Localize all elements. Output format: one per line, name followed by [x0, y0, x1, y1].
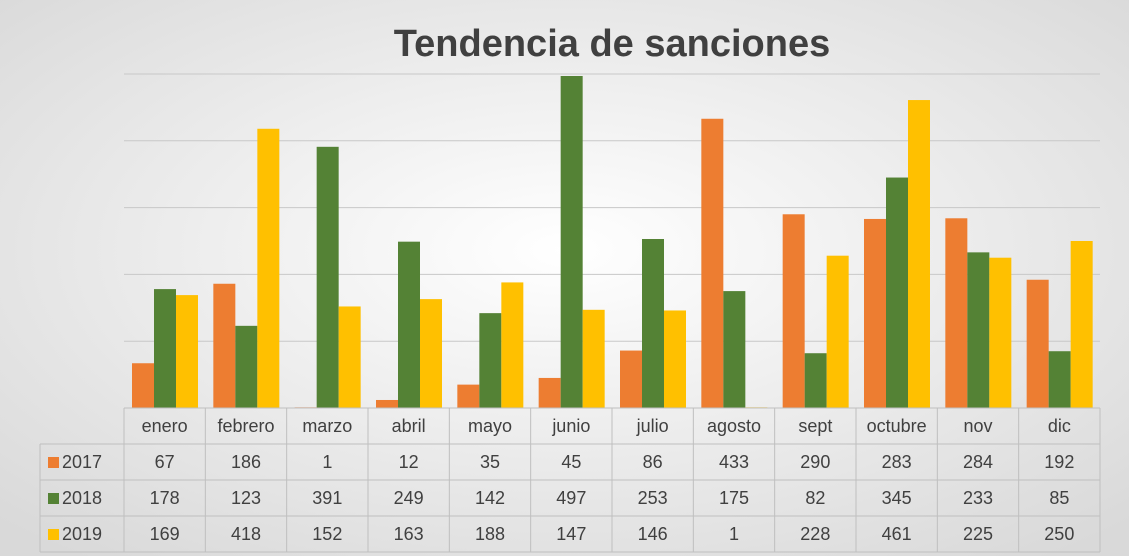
table-value: 188	[475, 524, 505, 544]
bar	[501, 282, 524, 408]
bar	[967, 252, 990, 408]
bar	[723, 291, 746, 408]
bar	[132, 363, 154, 408]
bar	[560, 76, 583, 408]
bar	[989, 257, 1012, 408]
bar	[376, 399, 398, 408]
legend-label: 2017	[62, 452, 102, 472]
bar	[538, 377, 561, 408]
x-tick-label: agosto	[707, 416, 761, 436]
table-value: 1	[729, 524, 739, 544]
x-tick-label: sept	[798, 416, 832, 436]
table-value: 192	[1044, 452, 1074, 472]
table-value: 391	[312, 488, 342, 508]
bar	[1048, 351, 1071, 408]
table-value: 249	[394, 488, 424, 508]
table-value: 178	[150, 488, 180, 508]
bar	[826, 255, 849, 408]
bar	[701, 118, 724, 409]
bar	[479, 313, 502, 408]
table-value: 186	[231, 452, 261, 472]
x-tick-label: abril	[392, 416, 426, 436]
bar	[457, 384, 480, 408]
bar	[1026, 279, 1049, 408]
bar	[213, 283, 236, 408]
table-value: 169	[150, 524, 180, 544]
table-value: 86	[643, 452, 663, 472]
bar	[886, 177, 908, 408]
table-value: 163	[394, 524, 424, 544]
table-value: 147	[556, 524, 586, 544]
table-value: 35	[480, 452, 500, 472]
x-tick-label: julio	[636, 416, 669, 436]
table-value: 85	[1049, 488, 1069, 508]
table-value: 253	[638, 488, 668, 508]
table-value: 290	[800, 452, 830, 472]
bar	[804, 353, 827, 408]
legend-label: 2019	[62, 524, 102, 544]
x-tick-label: febrero	[217, 416, 274, 436]
bar	[864, 218, 886, 408]
x-tick-label: marzo	[302, 416, 352, 436]
table-value: 82	[805, 488, 825, 508]
bar	[908, 100, 930, 408]
bar	[620, 350, 642, 408]
chart-title: Tendencia de sanciones	[394, 23, 830, 65]
bar	[582, 309, 605, 408]
table-value: 228	[800, 524, 830, 544]
table-value: 12	[399, 452, 419, 472]
bar	[235, 325, 258, 408]
bar	[420, 299, 442, 408]
x-tick-label: nov	[963, 416, 992, 436]
x-tick-label: enero	[142, 416, 188, 436]
bar	[338, 306, 361, 408]
bar	[782, 214, 805, 408]
table-value: 225	[963, 524, 993, 544]
legend-key	[48, 529, 59, 540]
bar	[945, 218, 968, 408]
table-value: 250	[1044, 524, 1074, 544]
bar	[1070, 241, 1093, 408]
bar	[257, 128, 280, 408]
table-value: 142	[475, 488, 505, 508]
table-value: 461	[882, 524, 912, 544]
table-value: 418	[231, 524, 261, 544]
table-value: 67	[155, 452, 175, 472]
bar	[154, 289, 176, 408]
table-value: 175	[719, 488, 749, 508]
bar	[316, 146, 339, 408]
x-tick-label: junio	[551, 416, 590, 436]
table-value: 283	[882, 452, 912, 472]
legend-key	[48, 493, 59, 504]
legend-key	[48, 457, 59, 468]
bar	[642, 238, 664, 408]
x-tick-label: octubre	[867, 416, 927, 436]
table-value: 497	[556, 488, 586, 508]
table-value: 1	[322, 452, 332, 472]
table-value: 233	[963, 488, 993, 508]
bar	[176, 295, 198, 408]
table-value: 345	[882, 488, 912, 508]
table-value: 45	[561, 452, 581, 472]
legend-label: 2018	[62, 488, 102, 508]
bar	[398, 241, 420, 408]
table-value: 284	[963, 452, 993, 472]
table-value: 152	[312, 524, 342, 544]
x-tick-label: dic	[1048, 416, 1071, 436]
bar	[664, 310, 686, 408]
table-value: 123	[231, 488, 261, 508]
x-tick-label: mayo	[468, 416, 512, 436]
table-value: 433	[719, 452, 749, 472]
table-value: 146	[638, 524, 668, 544]
